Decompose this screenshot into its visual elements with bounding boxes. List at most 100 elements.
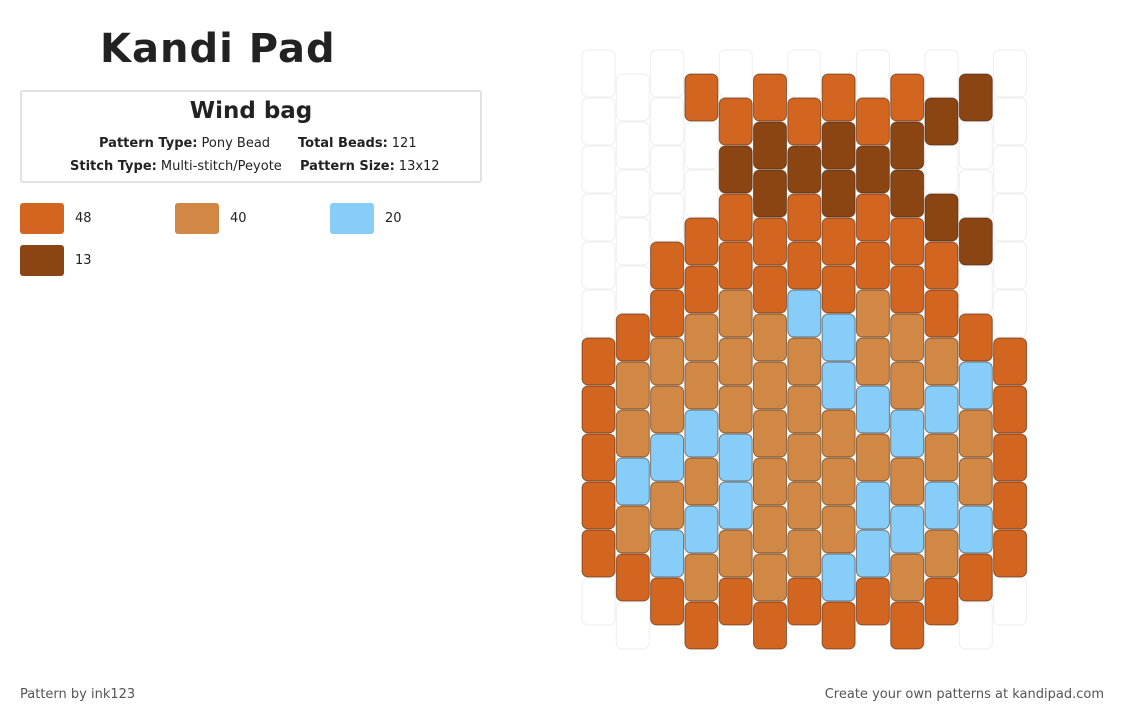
bead (821, 169, 856, 218)
bead (684, 457, 719, 506)
empty-bead (993, 97, 1028, 146)
swatch-count: 40 (230, 211, 247, 226)
bead (718, 97, 753, 146)
bead (924, 97, 959, 146)
bead (787, 193, 822, 242)
bead (924, 241, 959, 290)
bead (615, 553, 650, 602)
value: Pony Bead (201, 136, 271, 151)
bead (890, 505, 925, 554)
bead (855, 145, 890, 194)
bead (890, 361, 925, 410)
bead (821, 313, 856, 362)
bead (787, 385, 822, 434)
bead (718, 145, 753, 194)
bead (924, 289, 959, 338)
bead (753, 169, 787, 218)
bead (890, 169, 925, 218)
footer-left: Pattern by ink123 (20, 687, 136, 702)
bead (650, 241, 685, 290)
empty-bead (650, 193, 685, 242)
bead (855, 289, 890, 338)
bead (684, 313, 719, 362)
swatch-count: 48 (75, 211, 92, 226)
empty-bead (855, 49, 890, 98)
bead (890, 601, 925, 650)
label: Total Beads: (298, 136, 388, 151)
empty-bead (581, 193, 616, 242)
bead (855, 97, 890, 146)
bead (650, 289, 685, 338)
bead (890, 313, 925, 362)
bead (958, 553, 993, 602)
bead (650, 577, 685, 626)
bead (581, 481, 616, 530)
empty-bead (581, 97, 616, 146)
label: Stitch Type: (70, 159, 157, 174)
bead (787, 337, 822, 386)
empty-bead (615, 217, 650, 266)
empty-bead (581, 577, 616, 626)
bead (924, 481, 959, 530)
bead (718, 385, 753, 434)
value: 121 (391, 136, 417, 151)
bead (821, 361, 856, 410)
bead (924, 529, 959, 578)
bead (821, 73, 856, 122)
bead (958, 361, 993, 410)
bead (581, 385, 616, 434)
empty-bead (958, 121, 993, 170)
empty-bead (650, 145, 685, 194)
empty-bead (718, 49, 753, 98)
empty-bead (958, 265, 993, 314)
bead (821, 121, 856, 170)
bead (890, 121, 925, 170)
bead (993, 385, 1028, 434)
empty-bead (958, 601, 993, 650)
bead (650, 529, 685, 578)
bead (821, 553, 856, 602)
empty-bead (958, 169, 993, 218)
bead (718, 337, 753, 386)
bead (787, 577, 822, 626)
bead (753, 265, 787, 314)
bead (615, 457, 650, 506)
bead (718, 241, 753, 290)
bead (753, 505, 787, 554)
bead (821, 601, 856, 650)
empty-bead (581, 289, 616, 338)
pattern-title: Wind bag (189, 98, 313, 124)
bead (993, 529, 1028, 578)
bead (821, 457, 856, 506)
bead (753, 121, 787, 170)
bead (787, 433, 822, 482)
swatch-color (330, 203, 374, 234)
empty-bead (615, 73, 650, 122)
bead (855, 241, 890, 290)
empty-bead (650, 97, 685, 146)
footer-right[interactable]: Create your own patterns at kandipad.com (824, 687, 1104, 702)
bead (787, 289, 822, 338)
bead (924, 577, 959, 626)
bead (787, 529, 822, 578)
bead (753, 217, 787, 266)
bead (821, 217, 856, 266)
label: Pattern Size: (300, 159, 395, 174)
swatch-color (20, 203, 64, 234)
bead (718, 433, 753, 482)
swatch-color (20, 245, 64, 276)
empty-bead (993, 49, 1028, 98)
bead (890, 553, 925, 602)
bead (650, 385, 685, 434)
bead (958, 505, 993, 554)
empty-bead (684, 121, 719, 170)
bead (684, 601, 719, 650)
empty-bead (650, 49, 685, 98)
bead (993, 337, 1028, 386)
bead (581, 337, 616, 386)
info: Total Beads: 121 (298, 136, 417, 151)
info-card: Wind bag Pattern Type: Pony Bead Total Be… (20, 90, 482, 183)
info: Pattern Type: Pony Bead (99, 136, 270, 151)
bead (855, 385, 890, 434)
bead (684, 409, 719, 458)
